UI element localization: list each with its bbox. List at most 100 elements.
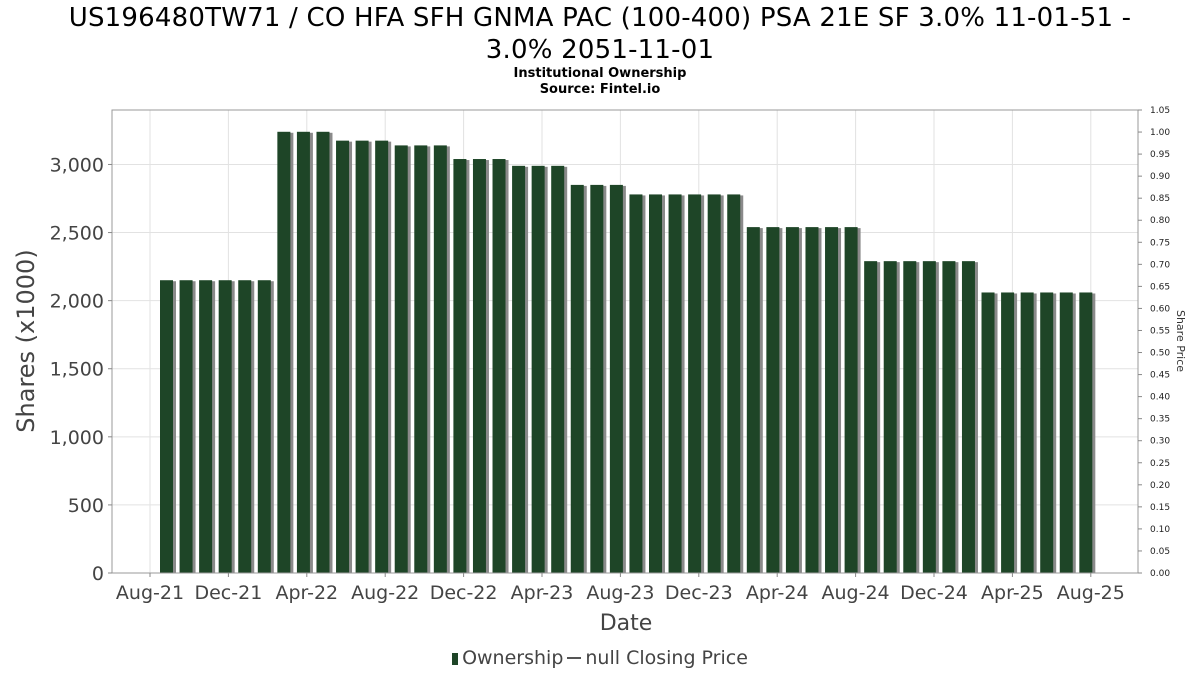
ownership-bar — [531, 165, 545, 574]
ownership-bar — [375, 140, 389, 573]
x-tick-label: Apr-25 — [981, 582, 1044, 604]
ownership-bar — [668, 194, 682, 573]
legend-price-swatch — [567, 657, 582, 659]
ownership-bar — [277, 131, 291, 573]
ownership-bar — [785, 227, 799, 574]
ownership-bar — [1001, 292, 1015, 573]
ownership-bar — [492, 159, 506, 573]
ownership-bar — [433, 145, 447, 573]
ownership-bar — [922, 261, 936, 573]
y2-tick-label: 1.00 — [1150, 128, 1170, 138]
y2-tick-label: 0.75 — [1150, 238, 1170, 248]
ownership-bar — [805, 227, 819, 574]
y2-tick-label: 0.30 — [1150, 437, 1170, 447]
chart-title-block: US196480TW71 / CO HFA SFH GNMA PAC (100-… — [0, 2, 1200, 98]
ownership-bar — [629, 194, 643, 573]
ownership-bar — [609, 184, 623, 573]
x-tick-label: Dec-22 — [430, 582, 498, 604]
ownership-bar — [766, 227, 780, 574]
ownership-bar — [218, 280, 232, 573]
x-tick-label: Dec-23 — [665, 582, 733, 604]
ownership-bar — [238, 280, 252, 573]
y2-tick-label: 0.10 — [1150, 525, 1170, 535]
x-tick-label: Dec-24 — [900, 582, 968, 604]
y2-tick-label: 0.40 — [1150, 393, 1170, 403]
y-axis-ticks: 0 500 1,000 1,500 2,000 2,500 3,000 — [50, 154, 112, 585]
y2-tick-label: 0.15 — [1150, 503, 1170, 513]
x-tick-label: Apr-23 — [511, 582, 574, 604]
ownership-bar — [707, 194, 721, 573]
chart-title-line-1: US196480TW71 / CO HFA SFH GNMA PAC (100-… — [68, 3, 1132, 33]
ownership-bar — [472, 159, 486, 573]
ownership-bar — [160, 280, 173, 573]
y2-tick-label: 0.70 — [1150, 260, 1170, 270]
y2-tick-label: 0.00 — [1150, 569, 1170, 579]
legend-ownership-label: Ownership — [462, 647, 564, 669]
ownership-bar — [453, 159, 467, 573]
y-tick-label: 2,500 — [50, 223, 104, 245]
ownership-bar — [570, 184, 584, 573]
ownership-bar — [394, 145, 408, 573]
ownership-bar — [257, 280, 271, 573]
x-tick-label: Aug-23 — [586, 582, 654, 604]
legend: Ownership null Closing Price — [0, 647, 1200, 669]
y2-tick-label: 0.25 — [1150, 459, 1170, 469]
y-axis-label: Shares (x1000) — [12, 249, 40, 432]
x-tick-label: Aug-24 — [822, 582, 890, 604]
ownership-bar — [355, 140, 369, 573]
ownership-bar — [1040, 292, 1054, 573]
y-tick-label: 0 — [92, 563, 104, 585]
ownership-bar — [199, 280, 213, 573]
x-tick-label: Aug-25 — [1057, 582, 1125, 604]
y2-tick-label: 0.80 — [1150, 216, 1170, 226]
ownership-bar — [727, 194, 741, 573]
y2-tick-label: 1.05 — [1150, 106, 1170, 116]
x-tick-label: Dec-21 — [194, 582, 262, 604]
y2-tick-label: 0.45 — [1150, 371, 1170, 381]
ownership-bar — [296, 131, 310, 573]
ownership-bar — [590, 184, 604, 573]
ownership-bar — [864, 261, 878, 573]
ownership-bar — [942, 261, 956, 573]
y2-tick-label: 0.65 — [1150, 282, 1170, 292]
ownership-bar — [825, 227, 839, 574]
y-tick-label: 1,500 — [50, 359, 104, 381]
y-tick-label: 1,000 — [50, 427, 104, 449]
ownership-bar — [649, 194, 662, 573]
ownership-bar — [336, 140, 350, 573]
ownership-bar — [316, 131, 330, 573]
bars — [160, 131, 1096, 574]
y2-axis-label: Share Price — [1174, 310, 1187, 372]
ownership-bar — [844, 227, 858, 574]
ownership-bar — [1059, 292, 1073, 573]
ownership-bar — [981, 292, 995, 573]
chart-source: Source: Fintel.io — [539, 82, 661, 97]
ownership-bar — [551, 165, 565, 574]
legend-price-label: null Closing Price — [585, 647, 748, 669]
y2-tick-label: 0.20 — [1150, 481, 1170, 491]
x-tick-label: Aug-21 — [116, 582, 184, 604]
y2-tick-label: 0.90 — [1150, 172, 1170, 182]
y2-tick-label: 0.60 — [1150, 304, 1170, 314]
chart-subtitle: Institutional Ownership — [513, 66, 687, 81]
ownership-bar — [1020, 292, 1034, 573]
x-tick-label: Aug-22 — [351, 582, 419, 604]
y2-tick-label: 0.50 — [1150, 349, 1170, 359]
x-axis-ticks: Aug-21 Dec-21 Apr-22 Aug-22 Dec-22 Apr-23 Aug-… — [116, 573, 1125, 604]
legend-ownership-swatch — [452, 653, 459, 665]
y-tick-label: 3,000 — [50, 154, 104, 176]
y2-tick-label: 0.55 — [1150, 326, 1170, 336]
y-tick-label: 2,000 — [50, 291, 104, 313]
y2-tick-label: 0.35 — [1150, 415, 1170, 425]
y2-tick-label: 0.95 — [1150, 150, 1170, 160]
ownership-bar — [903, 261, 917, 573]
ownership-bar — [512, 165, 526, 574]
ownership-bar — [961, 261, 975, 573]
ownership-bar — [179, 280, 193, 573]
plot-frame — [111, 109, 1139, 574]
x-axis-label: Date — [600, 611, 653, 636]
ownership-bar — [746, 227, 760, 574]
ownership-bar — [1079, 292, 1093, 573]
y2-axis-ticks: 0.00 0.05 0.10 0.15 0.20 0.25 0.30 0.35 0.40 0.45… — [1138, 106, 1170, 579]
x-tick-label: Apr-22 — [275, 582, 338, 604]
